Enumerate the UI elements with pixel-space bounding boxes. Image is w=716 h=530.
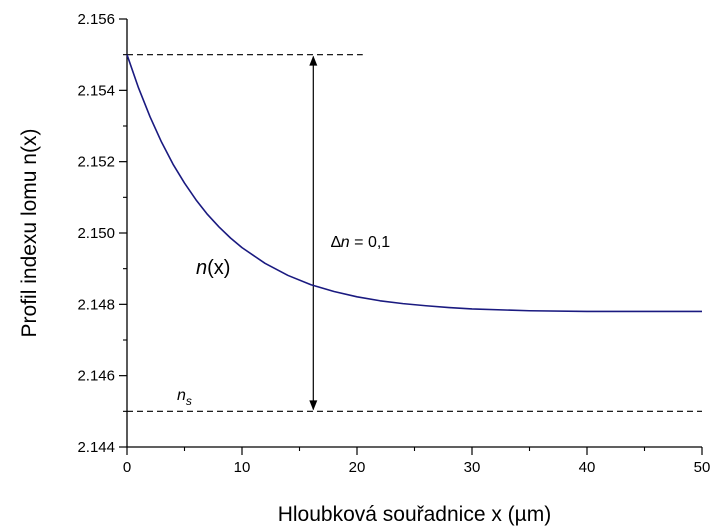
delta-arrow-head-up xyxy=(309,55,318,66)
x-tick-label: 20 xyxy=(349,459,366,476)
curve-label-suffix: (x) xyxy=(207,257,230,279)
curve-label-var: n xyxy=(196,257,207,279)
curve-label: n(x) xyxy=(196,257,230,279)
series-line-0 xyxy=(126,54,702,313)
substrate-index-label: ns xyxy=(177,387,192,408)
x-tick-label: 10 xyxy=(234,459,251,476)
guide-lines xyxy=(127,54,702,412)
x-tick-label: 50 xyxy=(694,459,711,476)
x-tick-label: 30 xyxy=(464,459,481,476)
y-axis-title: Profil indexu lomu n(x) xyxy=(18,129,41,338)
substrate-subscript: s xyxy=(186,394,192,408)
y-tick-label: 2.148 xyxy=(77,296,115,313)
delta-n-label: ∆n = 0,1 xyxy=(331,234,390,251)
x-tick-label: 40 xyxy=(579,459,596,476)
y-tick-label: 2.156 xyxy=(77,11,115,28)
delta-arrow-head-down xyxy=(309,400,318,411)
y-tick-label: 2.144 xyxy=(77,439,115,456)
plot-frame xyxy=(126,19,702,448)
x-tick-label: 0 xyxy=(123,459,131,476)
series-layer xyxy=(126,54,702,313)
y-tick-label: 2.154 xyxy=(77,82,115,99)
delta-var: n xyxy=(341,234,350,251)
axis-ticks xyxy=(119,18,703,455)
tick-labels: 0 10 20 30 40 50 2.144 2.146 2.148 2.150 2.152 2.15… xyxy=(77,11,710,476)
y-tick-label: 2.150 xyxy=(77,225,115,242)
delta-value: = 0,1 xyxy=(350,234,391,251)
substrate-var: n xyxy=(177,387,186,404)
delta-symbol: ∆ xyxy=(331,234,341,251)
x-axis-title: Hloubková souřadnice x (µm) xyxy=(278,503,552,526)
y-tick-label: 2.152 xyxy=(77,154,115,171)
y-tick-label: 2.146 xyxy=(77,368,115,385)
